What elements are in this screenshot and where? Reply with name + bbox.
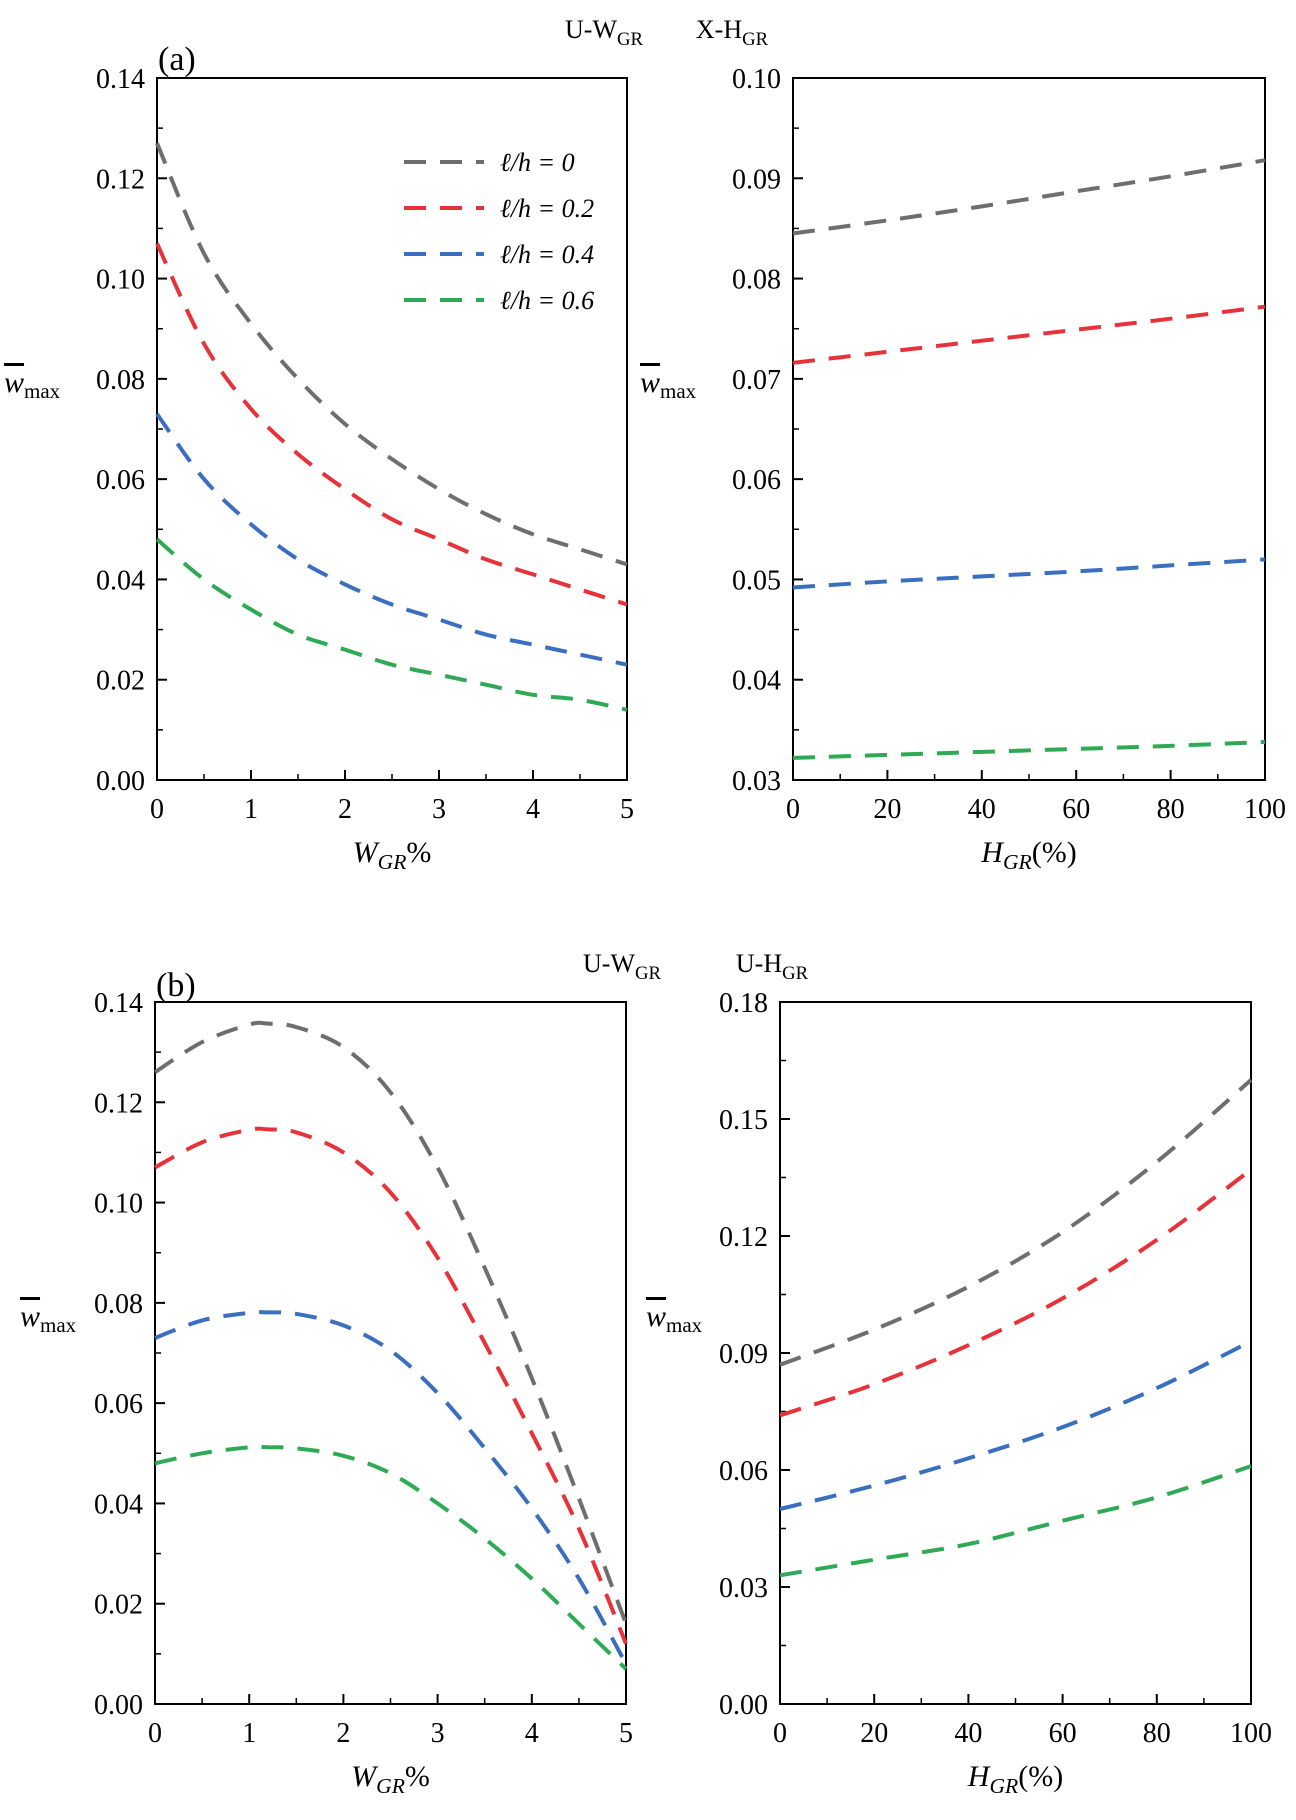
x-tick-label: 80	[1157, 794, 1185, 825]
x-tick-label: 100	[1244, 794, 1286, 825]
y-tick-label: 0.03	[719, 1573, 768, 1604]
panel-title: U-WGR	[583, 949, 661, 984]
series-line-1	[779, 1168, 1253, 1418]
y-tick-label: 0.07	[732, 365, 781, 396]
plot-frame	[156, 77, 628, 781]
legend-label: ℓ/h = 0.2	[500, 194, 594, 223]
x-tick-label: 4	[525, 1718, 539, 1749]
y-tick-label: 0.06	[719, 1456, 768, 1487]
y-tick-label: 0.00	[719, 1690, 768, 1721]
y-tick-label: 0.05	[732, 565, 781, 596]
y-tick-label: 0.03	[732, 766, 781, 797]
y-tick-label: 0.12	[94, 1088, 143, 1119]
y-tick-label: 0.10	[732, 64, 781, 95]
series-line-2	[154, 1310, 628, 1665]
y-tick-label: 0.00	[96, 766, 145, 797]
series-line-1	[154, 1126, 628, 1645]
y-tick-label: 0.15	[719, 1105, 768, 1136]
y-tick-label: 0.08	[732, 265, 781, 296]
x-tick-label: 20	[873, 794, 901, 825]
x-axis-label: HGR(%)	[980, 836, 1076, 874]
y-tick-label: 0.09	[732, 164, 781, 195]
y-tick-label: 0.08	[94, 1289, 143, 1320]
x-tick-label: 3	[432, 794, 446, 825]
y-tick-label: 0.04	[94, 1489, 143, 1520]
series-line-1	[155, 242, 628, 607]
x-tick-label: 60	[1049, 1718, 1077, 1749]
series-line-0	[153, 1020, 628, 1625]
x-axis-label: WGR%	[351, 1760, 430, 1798]
x-tick-label: 0	[773, 1718, 787, 1749]
x-axis-label: WGR%	[353, 836, 432, 874]
legend-label: ℓ/h = 0	[500, 148, 575, 177]
y-tick-label: 0.14	[96, 64, 145, 95]
x-tick-label: 0	[786, 794, 800, 825]
panel-letter: (a)	[158, 41, 196, 78]
x-tick-label: 3	[431, 1718, 445, 1749]
y-tick-label: 0.14	[94, 988, 143, 1019]
panel-b1: 0 1 2 3 4 5 0.00 0.02 0.04 0.06 0.08 0.10 0.12 0.14 WG…	[20, 949, 662, 1798]
x-tick-label: 1	[242, 1718, 256, 1749]
x-tick-label: 0	[150, 794, 164, 825]
panel-title: U-HGR	[736, 949, 809, 984]
panel-a1: 0 1 2 3 4 5 0.00 0.02 0.04 0.06 0.08 0.10 0.12 0.14 WG…	[4, 15, 644, 874]
y-tick-label: 0.06	[94, 1389, 143, 1420]
y-tick-label: 0.09	[719, 1339, 768, 1370]
panel-b2: 0 20 40 60 80 100 0.00 0.03 0.06 0.09 0.12 0.15 0.18…	[646, 949, 1272, 1798]
y-tick-label: 0.10	[94, 1189, 143, 1220]
y-axis-label: wmax	[4, 366, 61, 403]
y-tick-label: 0.00	[94, 1690, 143, 1721]
series-line-2	[792, 557, 1266, 590]
x-tick-label: 5	[620, 794, 634, 825]
y-axis-label: wmax	[646, 1300, 703, 1337]
series-line-2	[155, 412, 628, 667]
series-line-3	[155, 537, 628, 712]
series-line-1	[792, 304, 1266, 365]
x-tick-label: 100	[1230, 1718, 1272, 1749]
x-tick-label: 20	[860, 1718, 888, 1749]
x-tick-label: 80	[1143, 1718, 1171, 1749]
panel-a2: 0 20 40 60 80 100 0.03 0.04 0.05 0.06 0.07 0.08 0.09…	[640, 15, 1286, 874]
x-axis-label: HGR(%)	[967, 1760, 1063, 1798]
series-line-3	[779, 1464, 1252, 1578]
y-tick-label: 0.06	[96, 465, 145, 496]
y-tick-label: 0.04	[732, 666, 781, 697]
y-tick-label: 0.04	[96, 565, 145, 596]
plot-frame	[779, 1001, 1252, 1705]
legend: ℓ/h = 0 ℓ/h = 0.2 ℓ/h = 0.4 ℓ/h = 0.6	[404, 148, 594, 315]
y-axis-label: wmax	[640, 366, 697, 403]
y-tick-label: 0.12	[719, 1222, 768, 1253]
series-line-2	[779, 1339, 1252, 1511]
x-tick-label: 0	[148, 1718, 162, 1749]
y-tick-label: 0.06	[732, 465, 781, 496]
y-axis-label: wmax	[20, 1300, 77, 1337]
x-tick-label: 2	[336, 1718, 350, 1749]
panel-letter: (b)	[156, 967, 196, 1004]
series-line-3	[154, 1444, 628, 1671]
x-tick-label: 40	[954, 1718, 982, 1749]
y-tick-label: 0.02	[94, 1590, 143, 1621]
plot-frame	[792, 77, 1266, 781]
x-tick-label: 4	[526, 794, 540, 825]
y-tick-label: 0.12	[96, 164, 145, 195]
x-tick-label: 2	[338, 794, 352, 825]
y-tick-label: 0.02	[96, 666, 145, 697]
x-tick-label: 5	[619, 1718, 633, 1749]
panel-title: U-WGR	[565, 15, 643, 50]
series-line-0	[779, 1078, 1253, 1367]
x-tick-label: 40	[968, 794, 996, 825]
y-tick-label: 0.08	[96, 365, 145, 396]
series-line-3	[792, 739, 1266, 760]
legend-label: ℓ/h = 0.4	[500, 240, 594, 269]
legend-label: ℓ/h = 0.6	[500, 286, 594, 315]
y-tick-label: 0.18	[719, 988, 768, 1019]
x-tick-label: 60	[1062, 794, 1090, 825]
y-tick-label: 0.10	[96, 265, 145, 296]
series-line-0	[792, 158, 1266, 236]
x-tick-label: 1	[244, 794, 258, 825]
series-line-0	[155, 142, 628, 567]
panel-title: X-HGR	[696, 15, 769, 50]
